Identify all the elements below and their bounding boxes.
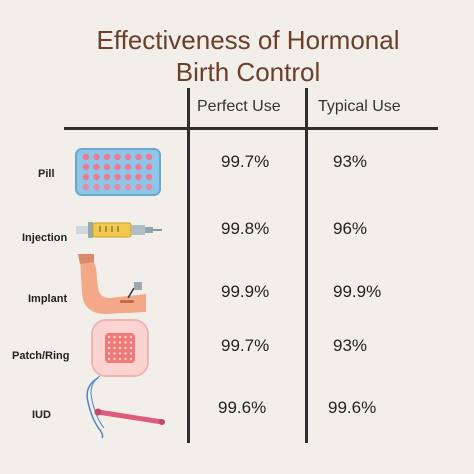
pill-dot [145, 173, 153, 181]
patch-dot [129, 346, 133, 350]
patch-dot [124, 335, 127, 339]
value-pill-perfect: 99.7% [221, 152, 270, 171]
patch-dot [124, 346, 127, 350]
page-title-line-1: Effectiveness of Hormonal [96, 25, 400, 55]
pill-dot [114, 173, 121, 181]
value-patch-ring-perfect: 99.7% [221, 336, 270, 355]
pill-dot [145, 153, 153, 161]
pill-dot [93, 183, 100, 191]
pill-dot [114, 163, 121, 171]
pill-dot [82, 163, 90, 171]
patch-dot [129, 335, 133, 339]
pill-dot [114, 153, 121, 161]
pill-dot [135, 183, 142, 191]
patch-dot [107, 346, 111, 350]
pill-dot [124, 173, 132, 181]
patch-dot [129, 357, 133, 361]
patch-dot [118, 335, 122, 339]
patch-dot [107, 352, 111, 355]
pill-dot [124, 153, 132, 161]
patch-dot [124, 352, 127, 355]
pill-dot [145, 163, 153, 171]
row-label-iud: IUD [32, 409, 51, 421]
pill-dot [124, 163, 132, 171]
pill-dot [145, 183, 153, 191]
patch-dot [113, 352, 116, 355]
pill-dot [82, 153, 90, 161]
pill-dot [103, 173, 111, 181]
row-label-injection: Injection [22, 232, 68, 244]
pill-dot [124, 183, 132, 191]
value-iud-perfect: 99.6% [218, 398, 267, 417]
value-implant-typical: 99.9% [333, 282, 382, 301]
column-divider-2 [305, 88, 308, 443]
column-header-typical-use: Typical Use [318, 98, 401, 115]
row-label-pill: Pill [38, 168, 55, 180]
pill-pack-icon [75, 148, 161, 196]
patch-dot [107, 335, 111, 339]
pill-dot [135, 163, 142, 171]
column-divider-1 [187, 88, 190, 443]
patch-dot [118, 352, 122, 355]
pill-dot [93, 163, 100, 171]
arm-implant-icon [78, 254, 146, 314]
patch-dot [124, 357, 127, 361]
pill-dot [103, 153, 111, 161]
pill-dot [82, 183, 90, 191]
value-iud-typical: 99.6% [328, 398, 377, 417]
patch-dot [113, 346, 116, 350]
pill-dot [82, 173, 90, 181]
pill-dot [114, 183, 121, 191]
patch-dot [107, 357, 111, 361]
patch-dot [107, 341, 111, 344]
column-header-perfect-use: Perfect Use [197, 98, 281, 115]
patch-icon [91, 319, 149, 377]
pill-dot [135, 173, 142, 181]
syringe-icon [76, 222, 162, 238]
pill-dot [135, 153, 142, 161]
page-title-line-2: Birth Control [175, 57, 321, 87]
patch-dot [129, 341, 133, 344]
patch-dot [118, 357, 122, 361]
value-pill-typical: 93% [333, 152, 368, 171]
patch-dot [124, 341, 127, 344]
row-label-implant: Implant [28, 293, 68, 305]
value-injection-perfect: 99.8% [221, 219, 270, 238]
patch-dot [118, 346, 122, 350]
patch-dot [129, 352, 133, 355]
patch-dot [113, 341, 116, 344]
pill-dot [93, 153, 100, 161]
pill-dot [103, 163, 111, 171]
iud-icon [86, 375, 165, 439]
header-divider [64, 127, 438, 130]
value-implant-perfect: 99.9% [221, 282, 270, 301]
patch-dot [118, 341, 122, 344]
patch-dot [113, 335, 116, 339]
value-injection-typical: 96% [333, 219, 368, 238]
pill-dot [103, 183, 111, 191]
patch-dot [113, 357, 116, 361]
value-patch-ring-typical: 93% [333, 336, 368, 355]
pill-dot [93, 173, 100, 181]
row-label-patch-ring: Patch/Ring [12, 350, 70, 362]
